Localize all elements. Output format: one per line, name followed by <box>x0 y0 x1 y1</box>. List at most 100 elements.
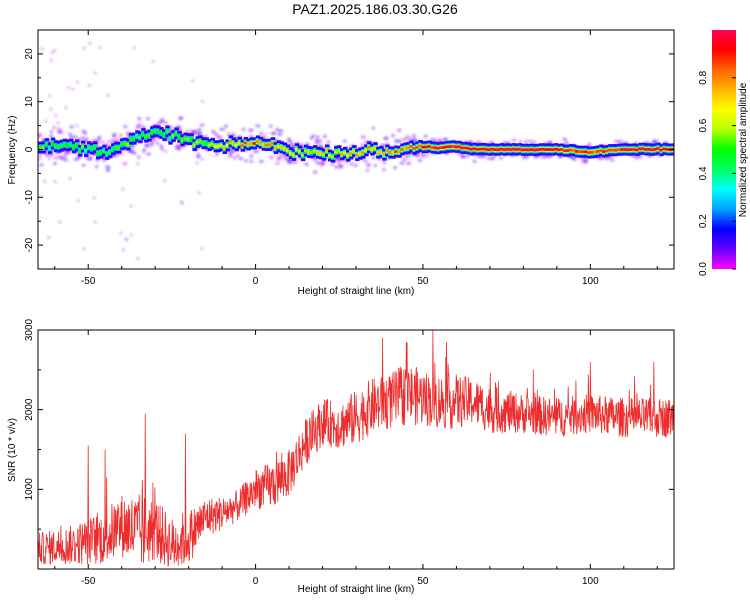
spectrogram-cell <box>204 141 209 145</box>
spectrogram-cell <box>54 114 58 117</box>
chart-title: PAZ1.2025.186.03.30.G26 <box>292 1 458 17</box>
spectrogram-cell <box>101 140 104 144</box>
spectrogram-cell <box>121 188 124 191</box>
spectrogram-cell <box>481 147 487 151</box>
spectrogram-cell <box>300 153 306 157</box>
spectrogram-cell <box>524 140 528 143</box>
spectrogram-cell <box>117 146 122 150</box>
spectrogram-cell <box>200 247 204 250</box>
spectrogram-cell <box>38 133 42 136</box>
spectrogram-cell <box>183 137 188 140</box>
spectrogram-cell <box>653 147 658 151</box>
spectrogram-cell <box>631 154 636 158</box>
spectrogram-cell <box>67 86 70 90</box>
spectrogram-cell <box>127 132 131 136</box>
spectrogram-cell <box>584 150 589 154</box>
spectrogram-cell <box>53 144 59 148</box>
spectrogram-cell <box>400 162 405 165</box>
spectrogram-cell <box>227 133 231 136</box>
spectrogram-cell <box>654 139 659 143</box>
spectrogram-cell <box>163 179 166 182</box>
spectrogram-cell <box>196 155 201 159</box>
spectrogram-cell <box>355 153 360 157</box>
spectrogram-cell <box>277 133 282 136</box>
spectrogram-cell <box>305 143 310 146</box>
spectrogram-cell <box>382 168 386 171</box>
spectrogram-cell <box>416 154 420 157</box>
spectrogram-cell <box>602 150 607 153</box>
spectrogram-cell <box>47 236 50 239</box>
spectrogram-cell <box>480 154 484 157</box>
spectrogram-cell <box>298 156 302 160</box>
spectrogram-cell <box>74 158 79 161</box>
spectrogram-cell <box>617 148 622 152</box>
spectrogram-cell <box>200 123 205 127</box>
spectrogram-cell <box>149 143 153 147</box>
spectrogram-cell <box>123 125 128 128</box>
spectrogram-cell <box>457 145 462 149</box>
spectrogram-cell <box>652 139 656 143</box>
spectrogram-cell <box>436 146 441 150</box>
spectrogram-cell <box>412 134 416 137</box>
snr-x-ticks: -50 0 50 100 <box>54 330 658 587</box>
spectrogram-cell <box>110 140 115 143</box>
spectrogram-cell <box>304 163 309 166</box>
spectrogram-cell <box>180 201 183 204</box>
spectrogram-cell <box>219 143 224 147</box>
spectrogram-cell <box>136 124 139 128</box>
spectrogram-cell <box>651 141 656 145</box>
spectrogram-cell <box>136 257 139 260</box>
spectrogram-cell <box>346 154 351 158</box>
spectrogram-cell <box>269 125 273 128</box>
spectrogram-cell <box>157 136 161 139</box>
spectrogram-cell <box>271 149 276 152</box>
spectrogram-cell <box>519 140 522 143</box>
spectrogram-cell <box>385 149 390 152</box>
spectrogram-cell <box>106 144 109 148</box>
spectrogram-cell <box>41 146 47 149</box>
spectrogram-cell <box>535 148 541 152</box>
spectrogram-cell <box>547 140 553 144</box>
spectrogram-cell <box>198 191 201 195</box>
spectrogram-cell <box>623 142 628 145</box>
spectrogram-cell <box>255 124 261 128</box>
spectrogram-cell <box>345 160 349 163</box>
spectrogram-cell <box>47 146 53 150</box>
spectrogram-cell <box>142 148 146 152</box>
spectrogram-cell <box>122 248 125 251</box>
spectrogram-cell <box>572 148 577 152</box>
spectrogram-cell <box>427 145 432 148</box>
spectrogram-cell <box>165 138 170 141</box>
spectrogram-cell <box>138 123 141 126</box>
spectrogram-cell <box>315 135 320 139</box>
spectrogram-cell <box>476 141 481 144</box>
spectrogram-cell <box>112 132 116 136</box>
spectrogram-cell <box>620 148 625 151</box>
spectrogram-cell <box>204 135 208 138</box>
spectrogram-cell <box>285 149 291 152</box>
spectrogram-cell <box>599 157 605 160</box>
spectrogram-cell <box>54 180 57 183</box>
spectrogram-cell <box>255 140 261 143</box>
spectrogram-cell <box>477 155 481 159</box>
spectrogram-cell <box>354 164 358 167</box>
spectrogram-cell <box>583 160 588 164</box>
spectrogram-cell <box>103 156 107 159</box>
spectrogram-cell <box>325 149 330 152</box>
spectrogram-cell <box>420 152 425 155</box>
spectrogram-cell <box>570 156 574 159</box>
spectrogram-cell <box>360 143 365 147</box>
spectrogram-cell <box>541 147 547 151</box>
spectrogram-cell <box>275 162 280 165</box>
spectrogram-cell <box>141 132 146 136</box>
spectrogram-cell <box>105 165 111 169</box>
spectrogram-cell <box>426 154 430 157</box>
spectrogram-cell <box>578 150 583 154</box>
spectrogram-cell <box>496 148 502 152</box>
spectrogram-cell <box>145 144 150 148</box>
spectrogram-cell <box>460 146 465 150</box>
spectrogram-cell <box>129 143 134 147</box>
spectrogram-cell <box>174 132 179 135</box>
spectrogram-cell <box>43 180 46 183</box>
